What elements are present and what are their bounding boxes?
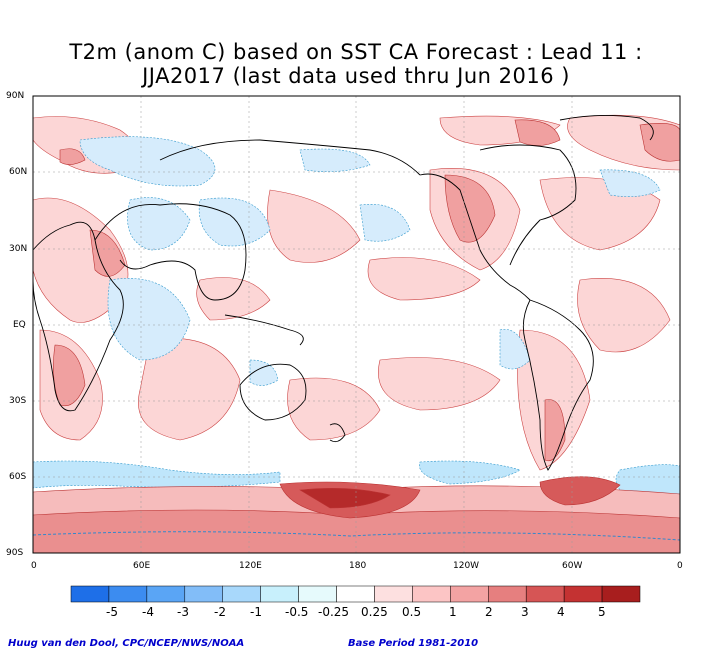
lon-label-120w: 120W (453, 561, 480, 571)
colorbar-swatch (222, 585, 261, 603)
lat-label-60s: 60S (9, 472, 27, 482)
warm-anomaly-regions (33, 114, 680, 471)
antarctic-warm-band (33, 476, 680, 553)
colorbar-label: -2 (214, 605, 226, 619)
lat-label-30s: 30S (9, 396, 27, 406)
colorbar-swatch (525, 585, 565, 603)
lon-label-0: 0 (31, 561, 37, 571)
colorbar-swatch (184, 585, 223, 603)
colorbar-label: 3 (521, 605, 529, 619)
colorbar-swatch (488, 585, 527, 603)
lat-label-90s: 90S (6, 548, 24, 558)
base-period-note: Base Period 1981-2010 (348, 638, 479, 649)
map-title-line2: JJA2017 (last data used thru Jun 2016 ) (142, 64, 570, 88)
colorbar-swatch (450, 585, 489, 603)
lon-label-60w: 60W (562, 561, 583, 571)
colorbar-label: -4 (142, 605, 154, 619)
antarctic-cool-contour (33, 531, 680, 541)
colorbar-swatch (601, 585, 641, 603)
colorbar-swatch (374, 585, 413, 603)
graticule (33, 96, 680, 553)
lon-label-60e: 60E (133, 561, 151, 571)
colorbar-label: 4 (557, 605, 565, 619)
colorbar-swatch (412, 585, 451, 603)
lat-label-90n: 90N (6, 91, 25, 101)
colorbar-swatch (336, 585, 375, 603)
map-frame (32, 95, 681, 554)
lat-label-60n: 60N (9, 167, 28, 177)
lon-label-120e: 120E (239, 561, 262, 571)
lon-label-180: 180 (349, 561, 367, 571)
colorbar-label: 0.5 (402, 605, 422, 619)
colorbar-label: -5 (106, 605, 118, 619)
lat-label-eq: EQ (13, 320, 26, 330)
colorbar-swatch (260, 585, 299, 603)
colorbar-label: 2 (485, 605, 493, 619)
colorbar-label: 0.25 (361, 605, 388, 619)
lat-label-30n: 30N (9, 244, 28, 254)
colorbar-label: -0.5 (285, 605, 309, 619)
author-credit: Huug van den Dool, CPC/NCEP/NWS/NOAA (8, 638, 245, 649)
colorbar-swatch (563, 585, 603, 603)
colorbar-label: 1 (449, 605, 457, 619)
colorbar-swatch (108, 585, 148, 603)
colorbar-label: -0.25 (318, 605, 350, 619)
colorbar-swatch (298, 585, 337, 603)
lon-label-0-east: 0 (677, 561, 683, 571)
colorbar-label: -3 (177, 605, 189, 619)
colorbar-label: -1 (250, 605, 262, 619)
colorbar-label: 5 (598, 605, 606, 619)
coastlines (33, 114, 654, 471)
colorbar (70, 585, 641, 603)
map-title-line1: T2m (anom C) based on SST CA Forecast : … (69, 40, 643, 64)
colorbar-swatch (70, 585, 110, 603)
colorbar-swatch (146, 585, 186, 603)
cool-anomaly-regions (79, 136, 661, 386)
